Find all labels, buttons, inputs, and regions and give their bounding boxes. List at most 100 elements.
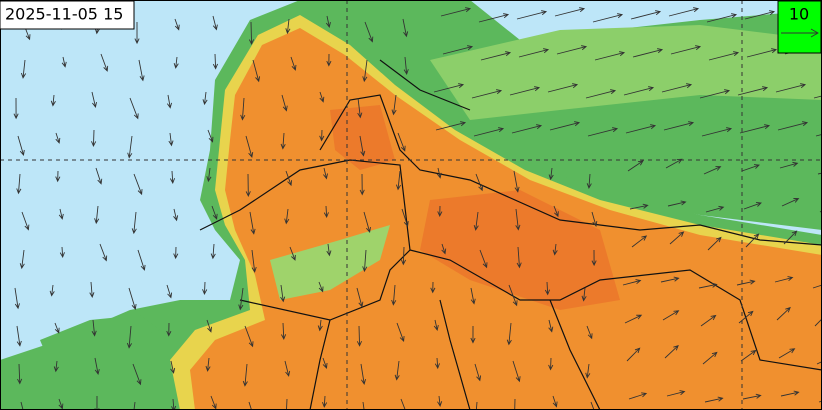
wind-arrow bbox=[781, 198, 800, 207]
wind-arrow bbox=[629, 203, 649, 210]
wind-arrow bbox=[242, 363, 248, 387]
wind-arrow bbox=[586, 173, 592, 189]
wind-arrow bbox=[58, 398, 64, 410]
wind-arrow bbox=[662, 310, 680, 321]
reference-vector-box bbox=[777, 0, 822, 54]
wind-arrow bbox=[475, 401, 478, 410]
wind-arrow bbox=[89, 281, 95, 299]
wind-arrow bbox=[170, 360, 176, 374]
wind-arrow bbox=[249, 211, 256, 235]
wind-arrow bbox=[663, 121, 695, 131]
wind-arrow bbox=[475, 173, 484, 192]
wind-arrow bbox=[210, 243, 216, 260]
wind-arrow bbox=[205, 357, 211, 372]
wind-arrow bbox=[707, 236, 722, 251]
wind-arrow bbox=[816, 361, 822, 365]
wind-arrow bbox=[585, 89, 617, 99]
wind-arrow bbox=[248, 21, 255, 46]
wind-arrow bbox=[284, 208, 290, 225]
wind-arrow bbox=[137, 249, 146, 271]
wind-arrow bbox=[581, 287, 587, 302]
wind-arrow bbox=[548, 319, 554, 333]
wind-arrow bbox=[666, 390, 686, 397]
wind-arrow bbox=[283, 398, 290, 410]
wind-arrow bbox=[133, 173, 143, 196]
wind-arrow bbox=[166, 94, 172, 109]
wind-arrow bbox=[470, 287, 476, 305]
wind-arrow bbox=[698, 282, 718, 289]
wind-arrow bbox=[737, 86, 769, 96]
wind-arrow bbox=[740, 349, 757, 362]
wind-arrow bbox=[591, 249, 597, 267]
wind-arrow bbox=[554, 7, 586, 17]
wind-arrow bbox=[544, 281, 551, 296]
wind-arrow bbox=[326, 243, 332, 257]
wind-arrow bbox=[592, 13, 624, 23]
wind-arrow bbox=[738, 310, 754, 324]
wind-arrow bbox=[815, 134, 822, 137]
wind-arrow bbox=[206, 319, 212, 333]
wind-arrow bbox=[547, 83, 579, 93]
timestamp-box bbox=[0, 0, 135, 30]
wind-arrow bbox=[594, 51, 626, 61]
wind-arrow bbox=[587, 127, 619, 137]
wind-arrow bbox=[16, 325, 22, 347]
reference-vector-arrow bbox=[781, 28, 819, 38]
wind-arrow bbox=[245, 135, 254, 158]
wind-arrow bbox=[129, 97, 139, 120]
wind-arrow bbox=[281, 322, 287, 340]
wind-arrow bbox=[284, 360, 291, 377]
wind-arrow bbox=[245, 173, 251, 197]
wind-arrow bbox=[664, 344, 679, 359]
wind-arrow bbox=[548, 167, 554, 181]
wind-arrow bbox=[289, 246, 296, 261]
wind-arrow bbox=[708, 51, 740, 61]
wind-arrow bbox=[16, 173, 22, 195]
wind-arrow bbox=[58, 208, 64, 220]
wind-arrow bbox=[779, 161, 799, 169]
wind-arrow bbox=[357, 97, 363, 119]
wind-arrow bbox=[169, 170, 176, 184]
wind-arrow bbox=[322, 357, 328, 369]
wind-arrow bbox=[210, 395, 217, 410]
wind-arrow bbox=[706, 13, 738, 23]
wind-arrow bbox=[401, 208, 409, 227]
wind-arrow bbox=[783, 230, 798, 245]
wind-arrow bbox=[131, 211, 137, 235]
wind-arrow bbox=[94, 205, 100, 225]
wind-arrow bbox=[280, 284, 286, 303]
wind-arrow bbox=[285, 18, 291, 35]
wind-arrow bbox=[53, 360, 59, 373]
wind-arrow bbox=[202, 281, 208, 295]
wind-arrow bbox=[91, 91, 97, 108]
wind-arrow bbox=[744, 10, 776, 20]
wind-arrow bbox=[211, 205, 218, 220]
wind-vectors bbox=[13, 7, 822, 410]
reference-vector-label: 10 bbox=[789, 5, 809, 24]
wind-arrow bbox=[553, 205, 559, 218]
wind-arrow bbox=[318, 281, 324, 293]
wind-arrow bbox=[285, 170, 293, 187]
wind-arrow bbox=[100, 53, 109, 72]
wind-arrow bbox=[17, 363, 23, 385]
wind-arrow bbox=[516, 246, 522, 269]
wind-arrow bbox=[736, 279, 756, 286]
wind-arrow bbox=[212, 15, 218, 31]
wind-arrow bbox=[326, 53, 332, 67]
wind-arrow bbox=[745, 233, 760, 248]
wind-arrow bbox=[813, 95, 822, 99]
wind-arrow bbox=[434, 357, 440, 370]
wind-arrow bbox=[280, 132, 286, 150]
wind-arrow bbox=[437, 205, 443, 218]
wind-arrow bbox=[19, 249, 25, 270]
wind-arrow bbox=[14, 287, 20, 310]
wind-arrow bbox=[669, 231, 685, 245]
wind-arrow bbox=[774, 276, 794, 283]
wind-arrow bbox=[775, 83, 807, 93]
wind-arrow bbox=[391, 94, 397, 116]
wind-arrow bbox=[667, 200, 687, 207]
wind-arrow bbox=[778, 348, 796, 359]
wind-arrow bbox=[50, 94, 56, 107]
wind-arrow bbox=[138, 59, 145, 82]
wind-arrow bbox=[703, 166, 722, 175]
